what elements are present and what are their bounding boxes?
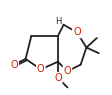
Text: H: H xyxy=(55,17,61,26)
Text: O: O xyxy=(64,66,71,76)
Text: O: O xyxy=(73,27,81,37)
Text: O: O xyxy=(54,73,62,83)
Text: O: O xyxy=(10,60,18,70)
Text: O: O xyxy=(37,64,45,74)
